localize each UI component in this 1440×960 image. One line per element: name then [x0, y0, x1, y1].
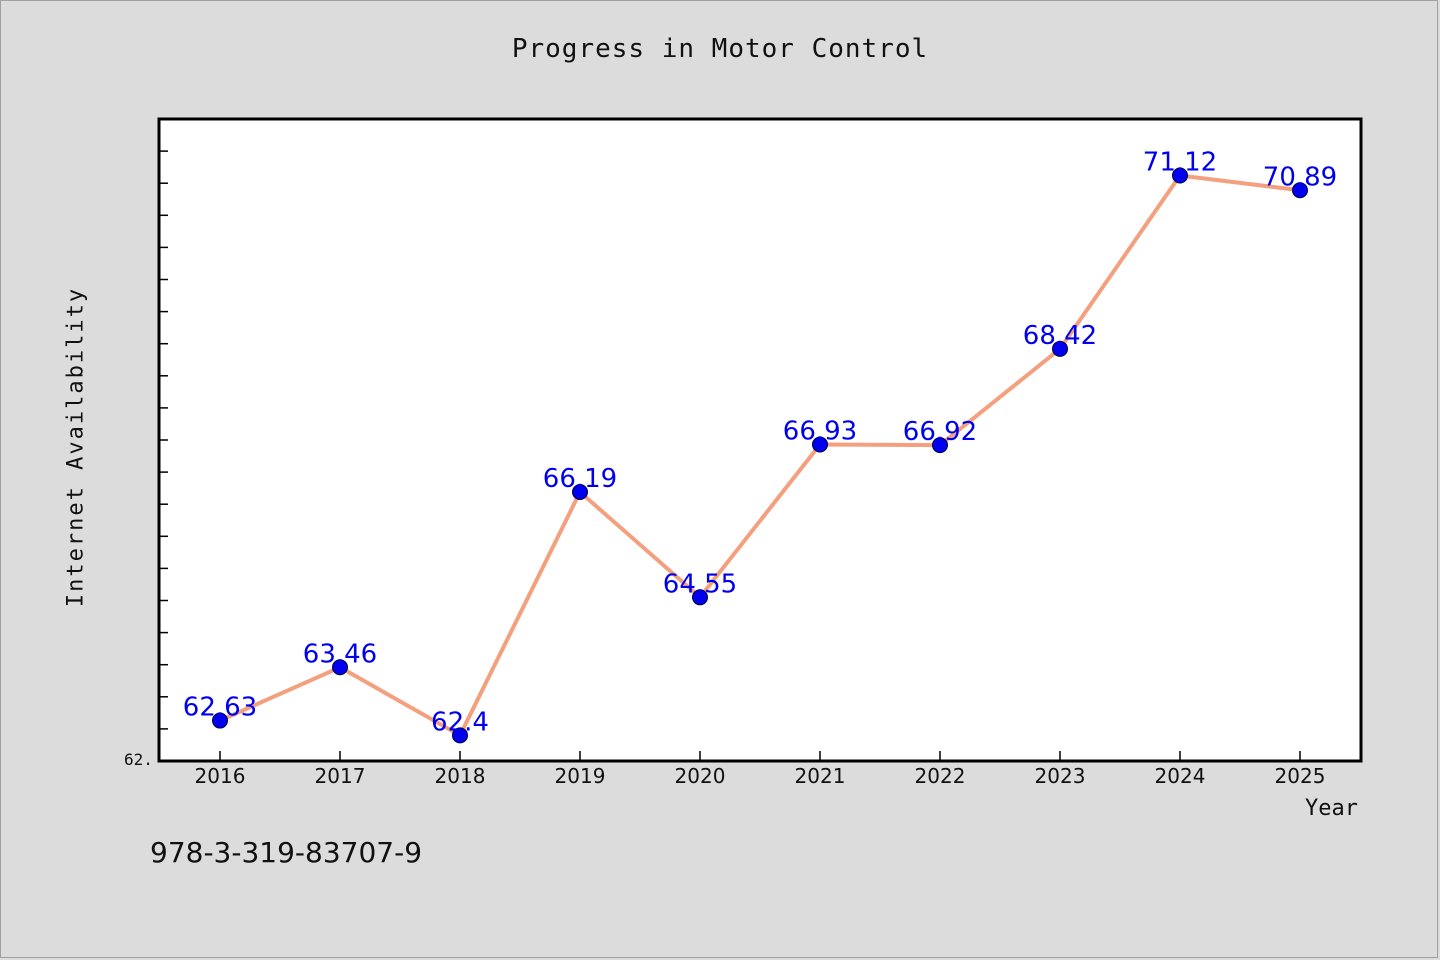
data-point [1172, 167, 1188, 184]
data-point [1052, 340, 1068, 357]
data-label: 62.4 [431, 707, 489, 737]
chart-title: Progress in Motor Control [511, 34, 929, 64]
x-tick-label: 2019 [555, 764, 606, 788]
series-line [219, 173, 1301, 738]
x-tick-label: 2020 [675, 764, 726, 788]
x-axis-ticks: 2016 2017 2018 2019 2020 2021 2022 2023 2024 2025 [195, 751, 1326, 788]
x-tick-label: 2016 [195, 764, 246, 788]
data-point [572, 484, 588, 501]
data-label: 66.93 [783, 416, 857, 446]
data-point [812, 436, 828, 453]
data-label: 62.63 [183, 693, 257, 723]
data-label: 68.42 [1023, 321, 1097, 351]
x-tick-label: 2025 [1275, 764, 1326, 788]
data-point [332, 659, 348, 676]
plot-area [157, 117, 1363, 763]
data-label: 66.92 [903, 417, 977, 447]
data-label: 70.89 [1263, 162, 1337, 192]
x-axis-label: Year [1305, 796, 1358, 821]
series-group: 62.63 63.46 62.4 66.19 64.55 66.93 66.92 68.42 7… [183, 147, 1337, 744]
x-tick-label: 2021 [795, 764, 846, 788]
data-point [452, 727, 468, 744]
data-label: 66.19 [543, 464, 617, 494]
isbn-footnote: 978-3-319-83707-9 [150, 836, 423, 869]
x-tick-label: 2017 [315, 764, 366, 788]
y-axis-ticks [159, 150, 168, 730]
data-point [932, 437, 948, 454]
data-point [212, 712, 228, 729]
x-tick-label: 2023 [1035, 764, 1086, 788]
x-tick-label: 2024 [1155, 764, 1206, 788]
data-label: 63.46 [303, 639, 377, 669]
data-label: 71.12 [1143, 147, 1217, 177]
data-point [692, 589, 708, 606]
data-label: 64.55 [663, 569, 737, 599]
x-tick-label: 2018 [435, 764, 486, 788]
data-point [1292, 182, 1308, 199]
x-tick-label: 2022 [915, 764, 966, 788]
y-tick-label-min: 62. [124, 750, 153, 769]
